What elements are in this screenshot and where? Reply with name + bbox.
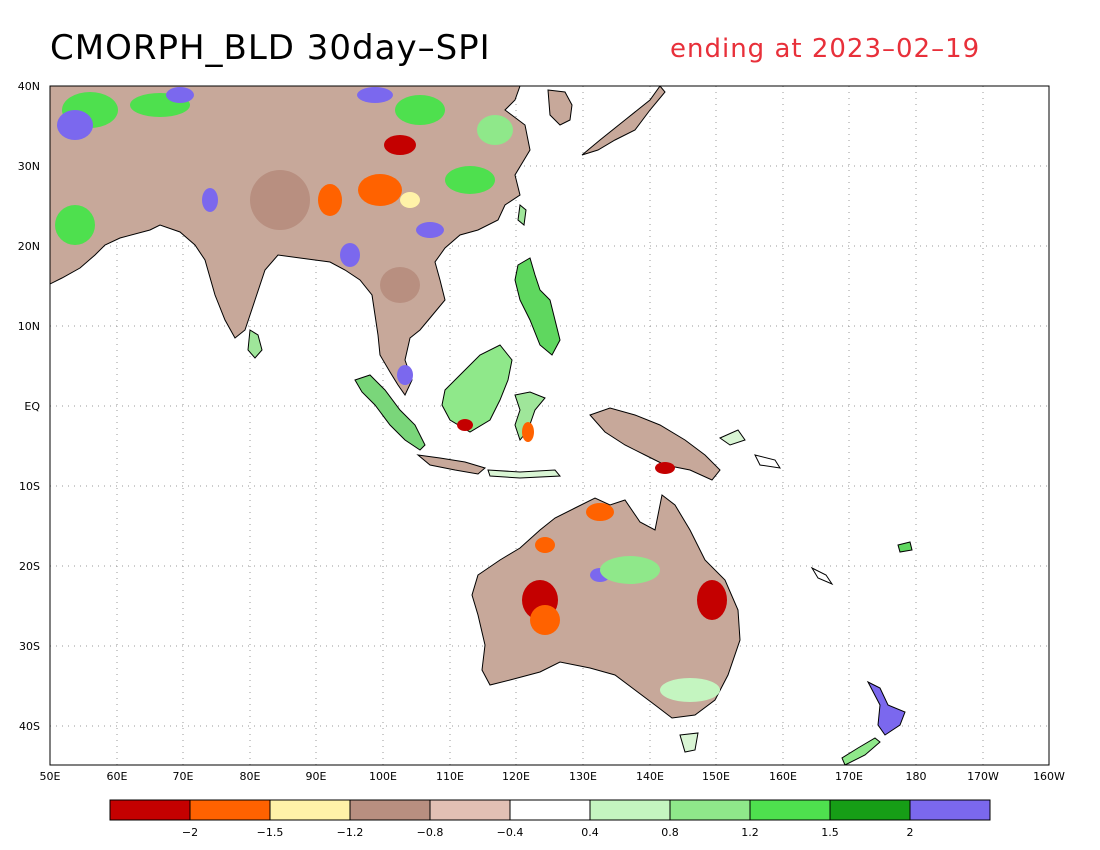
asia-landmass xyxy=(50,86,531,396)
colorbar-swatch xyxy=(589,799,671,821)
colorbar-swatch xyxy=(509,799,591,821)
colorbar-tick-label: 2 xyxy=(906,826,914,839)
lon-label: 60E xyxy=(106,770,128,783)
colorbar xyxy=(109,799,991,821)
lat-label: 20S xyxy=(19,560,40,573)
colorbar-swatch xyxy=(909,799,991,821)
sumatra xyxy=(354,374,426,451)
lon-label: 90E xyxy=(305,770,327,783)
colorbar-tick-label: −2 xyxy=(181,826,199,839)
lat-label: 30N xyxy=(17,160,40,173)
lon-label: 170E xyxy=(835,770,863,783)
taiwan xyxy=(517,204,527,226)
lon-label: 180 xyxy=(905,770,927,783)
lon-label: 150E xyxy=(702,770,730,783)
colorbar-tick-label: −0.8 xyxy=(416,826,444,839)
lon-label: 70E xyxy=(172,770,194,783)
solomon-islands xyxy=(754,454,781,469)
lon-label: 170W xyxy=(967,770,999,783)
spi-patches xyxy=(55,87,727,702)
lon-label: 120E xyxy=(502,770,530,783)
new-guinea xyxy=(589,407,721,481)
colorbar-tick-label: −1.2 xyxy=(336,826,364,839)
borneo xyxy=(441,344,513,433)
lat-label: EQ xyxy=(24,400,40,413)
map-frame xyxy=(49,85,1050,766)
date-label: ending at 2023–02–19 xyxy=(670,34,981,64)
lat-label: 10N xyxy=(17,320,40,333)
colorbar-swatch xyxy=(269,799,351,821)
colorbar-swatch xyxy=(749,799,831,821)
lon-label: 130E xyxy=(569,770,597,783)
lat-label: 20N xyxy=(17,240,40,253)
colorbar-tick-label: −0.4 xyxy=(496,826,524,839)
colorbar-tick-label: 1.2 xyxy=(741,826,759,839)
lat-label: 30S xyxy=(19,640,40,653)
colorbar-swatch xyxy=(109,799,191,821)
fiji xyxy=(897,541,913,553)
lon-label: 50E xyxy=(39,770,61,783)
korea xyxy=(547,89,573,126)
colorbar-swatch xyxy=(189,799,271,821)
japan xyxy=(581,86,666,156)
lon-label: 140E xyxy=(636,770,664,783)
lon-label: 110E xyxy=(436,770,464,783)
lon-label: 80E xyxy=(239,770,261,783)
lat-label: 40N xyxy=(17,80,40,93)
java xyxy=(416,454,487,475)
colorbar-swatch xyxy=(829,799,911,821)
lat-label: 10S xyxy=(19,480,40,493)
colorbar-tick-label: −1.5 xyxy=(256,826,284,839)
lon-label: 160W xyxy=(1033,770,1065,783)
map-title: CMORPH_BLD 30day–SPI xyxy=(50,28,491,68)
new-britain xyxy=(718,429,746,446)
colorbar-swatch xyxy=(669,799,751,821)
colorbar-tick-label: 0.4 xyxy=(581,826,599,839)
lon-label: 100E xyxy=(369,770,397,783)
colorbar-swatch xyxy=(429,799,511,821)
new-zealand-south xyxy=(841,737,881,765)
philippines xyxy=(514,257,561,356)
sri-lanka xyxy=(247,329,263,359)
tasmania xyxy=(679,732,699,753)
lon-label: 160E xyxy=(769,770,797,783)
new-zealand-north xyxy=(866,680,906,736)
colorbar-tick-label: 0.8 xyxy=(661,826,679,839)
colorbar-swatch xyxy=(349,799,431,821)
colorbar-tick-label: 1.5 xyxy=(821,826,839,839)
new-caledonia xyxy=(810,566,834,586)
lesser-sunda xyxy=(487,469,562,479)
lat-label: 40S xyxy=(19,720,40,733)
